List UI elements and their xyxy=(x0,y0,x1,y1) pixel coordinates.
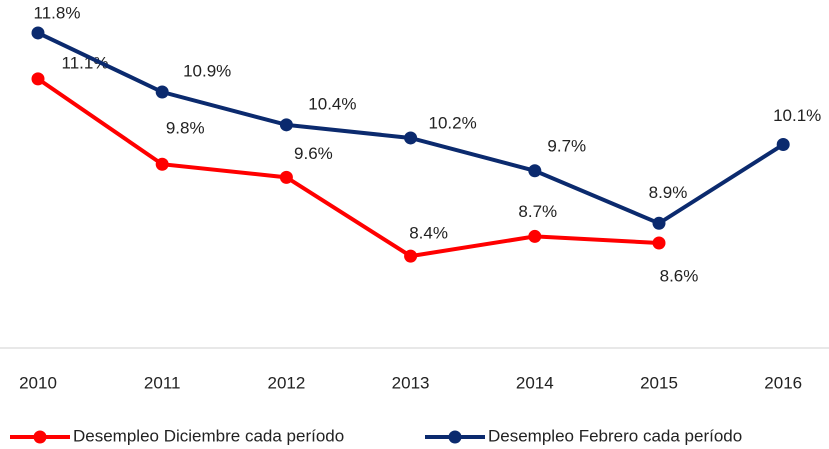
x-tick-label: 2011 xyxy=(144,373,181,392)
data-label: 10.4% xyxy=(308,94,356,113)
data-label: 11.8% xyxy=(34,3,81,22)
data-point xyxy=(155,85,169,99)
legend-label: Desempleo Diciembre cada período xyxy=(73,426,344,445)
x-tick-label: 2016 xyxy=(764,373,802,392)
data-point xyxy=(404,249,418,263)
legend-marker xyxy=(33,430,47,444)
data-label: 8.6% xyxy=(660,266,699,285)
data-point xyxy=(279,170,293,184)
data-point xyxy=(31,72,45,86)
data-label: 8.4% xyxy=(409,224,448,243)
data-label: 9.7% xyxy=(547,136,586,155)
data-label: 8.9% xyxy=(649,183,688,202)
data-point xyxy=(31,26,45,40)
data-point xyxy=(279,118,293,132)
data-point xyxy=(528,164,542,178)
data-point xyxy=(652,236,666,250)
legend-label: Desempleo Febrero cada período xyxy=(488,426,742,445)
data-point xyxy=(776,138,790,152)
x-tick-label: 2012 xyxy=(267,373,305,392)
x-tick-label: 2014 xyxy=(516,373,554,392)
data-label: 10.2% xyxy=(428,113,476,132)
data-point xyxy=(528,229,542,243)
series-line xyxy=(36,77,660,259)
legend-marker xyxy=(448,430,462,444)
x-tick-label: 2015 xyxy=(640,373,678,392)
data-label: 11.1% xyxy=(62,53,109,72)
x-tick-label: 2010 xyxy=(19,373,57,392)
data-label: 9.6% xyxy=(294,144,333,163)
data-point xyxy=(155,157,169,171)
data-label: 8.7% xyxy=(518,202,557,221)
data-point xyxy=(404,131,418,145)
data-label: 9.8% xyxy=(166,119,205,138)
x-tick-label: 2013 xyxy=(392,373,430,392)
data-label: 10.1% xyxy=(773,106,821,125)
data-label: 10.9% xyxy=(183,62,231,81)
data-point xyxy=(652,216,666,230)
